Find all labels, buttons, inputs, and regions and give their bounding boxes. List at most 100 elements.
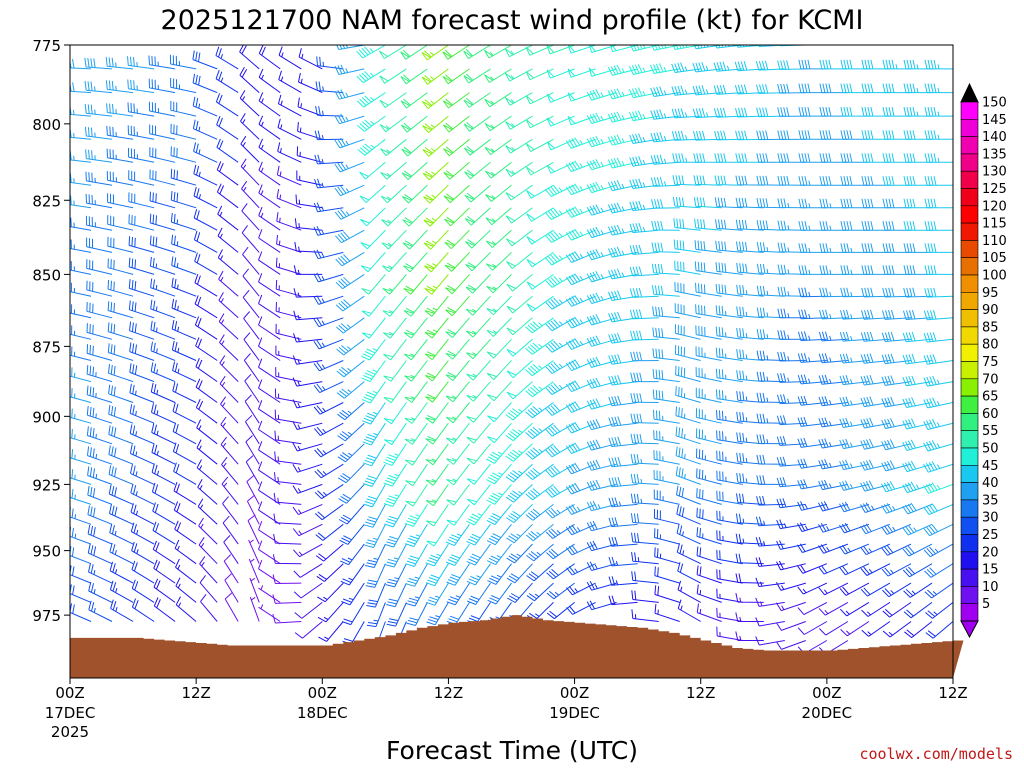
wind-barb — [716, 490, 743, 505]
wind-barb — [586, 540, 617, 552]
wind-barb — [484, 68, 512, 83]
wind-barb — [696, 546, 722, 565]
wind-barb — [484, 45, 512, 59]
wind-barb — [313, 360, 344, 372]
wind-barb — [148, 55, 176, 70]
wind-barb — [172, 422, 197, 445]
wind-barb — [505, 422, 533, 442]
wind-barb — [276, 189, 302, 209]
wind-barb — [275, 345, 302, 361]
wind-barb — [881, 396, 912, 408]
wind-barb — [258, 115, 281, 140]
wind-barb — [546, 115, 575, 127]
wind-barb — [925, 621, 953, 639]
colorbar-swatch — [960, 395, 979, 414]
wind-barb — [565, 183, 596, 196]
wind-barb — [777, 83, 806, 94]
wind-barb — [629, 309, 659, 320]
wind-barb — [334, 64, 365, 75]
wind-barb — [258, 379, 281, 403]
wind-barb — [525, 483, 554, 501]
wind-barb — [298, 48, 323, 70]
wind-barb — [902, 397, 933, 408]
wind-barb — [175, 558, 197, 584]
wind-barb — [70, 448, 92, 465]
wind-barb — [242, 268, 260, 297]
wind-barb — [819, 265, 848, 275]
x-tick-label: 12Z — [686, 684, 715, 702]
wind-barb — [506, 274, 533, 292]
wind-barb — [715, 219, 743, 231]
wind-barb — [629, 244, 659, 255]
wind-barb — [193, 164, 218, 186]
wind-barb — [902, 331, 933, 343]
wind-barb — [586, 479, 617, 491]
wind-barb — [715, 283, 743, 297]
wind-barb — [169, 54, 197, 70]
wind-barb — [194, 316, 218, 340]
wind-barb — [608, 333, 638, 344]
wind-barb — [586, 89, 617, 101]
wind-barb — [194, 252, 218, 275]
wind-barb — [586, 158, 617, 171]
wind-barb — [170, 123, 197, 140]
wind-barb — [675, 365, 701, 383]
colorbar-swatch — [960, 170, 979, 189]
wind-barb — [586, 204, 617, 216]
wind-barb — [650, 132, 680, 143]
wind-barb — [382, 295, 407, 317]
wind-barb — [734, 84, 764, 95]
wind-barb — [839, 353, 869, 364]
wind-barb — [775, 621, 806, 631]
colorbar-label: 115 — [982, 217, 1007, 232]
wind-barb — [861, 106, 890, 117]
wind-barb — [545, 463, 575, 478]
wind-barb — [736, 370, 764, 383]
wind-barb — [525, 360, 554, 377]
wind-barb — [839, 543, 870, 555]
wind-barb — [675, 446, 701, 465]
wind-barb — [546, 543, 575, 560]
wind-barb — [170, 100, 197, 117]
wind-barb — [465, 229, 491, 249]
wind-barb — [258, 138, 281, 163]
wind-barb — [334, 161, 365, 173]
wind-barb — [198, 537, 218, 565]
wind-barb — [294, 602, 323, 619]
wind-barb — [586, 439, 617, 451]
wind-barb — [545, 402, 575, 416]
wind-barb — [735, 553, 764, 565]
wind-barb — [258, 251, 281, 275]
wind-barb — [70, 565, 92, 584]
credit-link[interactable]: coolwx.com/models — [859, 745, 1013, 763]
wind-barb — [882, 243, 911, 253]
wind-barb — [334, 137, 365, 149]
wind-barb — [902, 439, 933, 451]
wind-barb — [149, 235, 176, 253]
wind-barb — [607, 180, 638, 192]
wind-barb — [736, 327, 764, 340]
wind-barb — [629, 156, 659, 167]
wind-barb — [777, 264, 806, 275]
wind-barb — [313, 317, 344, 328]
wind-barb — [736, 411, 764, 424]
wind-barb — [861, 601, 891, 617]
wind-barb — [128, 300, 155, 319]
wind-barb — [506, 338, 533, 357]
wind-barb — [170, 77, 197, 94]
wind-barb — [170, 168, 197, 186]
wind-barb — [861, 265, 890, 275]
wind-barb — [222, 496, 239, 525]
wind-barb — [379, 45, 407, 60]
wind-barb — [588, 67, 617, 77]
wind-barb — [337, 422, 365, 442]
wind-barb — [258, 273, 281, 297]
wind-barb — [777, 351, 806, 362]
wind-barb — [275, 279, 302, 297]
wind-barb — [776, 456, 806, 467]
wind-barb — [586, 314, 617, 326]
colorbar-swatch — [960, 464, 979, 483]
wind-barb — [506, 360, 533, 379]
wind-barb — [485, 207, 512, 226]
wind-barb — [716, 530, 743, 545]
